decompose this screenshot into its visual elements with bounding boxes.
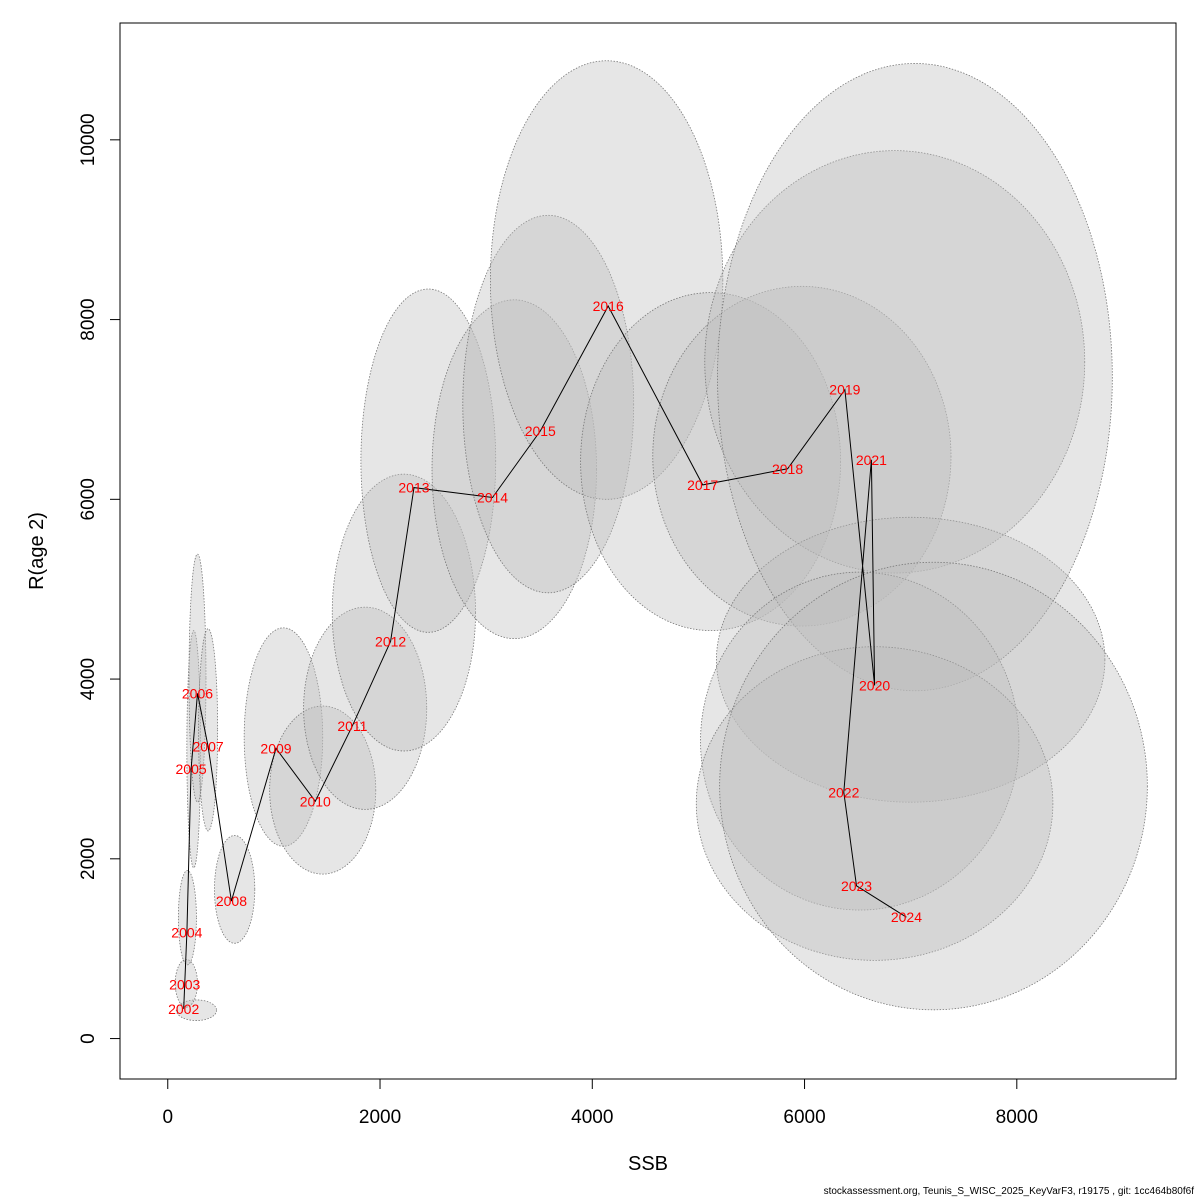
x-tick-label: 2000 — [359, 1107, 401, 1128]
x-tick-label: 4000 — [571, 1107, 613, 1128]
uncertainty-ellipse-2015 — [462, 214, 635, 594]
x-axis: 0 2000 4000 6000 8000 — [162, 1078, 1038, 1128]
uncertainty-ellipse-2023 — [695, 646, 1054, 961]
uncertainty-ellipse-2024 — [719, 561, 1148, 1011]
y-axis: 0 2000 4000 6000 8000 10000 — [78, 113, 121, 1044]
uncertainty-ellipse-2010 — [269, 705, 377, 875]
year-label-2008: 2008 — [216, 893, 247, 909]
year-label-2018: 2018 — [772, 461, 803, 477]
uncertainty-regions — [174, 60, 1148, 1021]
y-tick-label: 8000 — [78, 298, 99, 340]
uncertainty-ellipse-2002 — [175, 999, 217, 1021]
y-tick-label: 4000 — [78, 658, 99, 700]
y-tick-label: 6000 — [78, 478, 99, 520]
year-label-2011: 2011 — [337, 718, 367, 734]
uncertainty-ellipse-2021 — [717, 63, 1113, 692]
x-axis-title: SSB — [628, 1153, 668, 1175]
trajectory-line-group — [183, 305, 907, 1009]
year-label-2023: 2023 — [841, 878, 872, 894]
y-axis-title: R(age 2) — [26, 512, 48, 590]
uncertainty-ellipse-2016 — [489, 60, 724, 500]
year-label-2017: 2017 — [687, 477, 718, 493]
year-label-2022: 2022 — [828, 784, 859, 800]
year-label-2019: 2019 — [829, 382, 860, 398]
year-label-2009: 2009 — [260, 740, 291, 756]
year-label-2021: 2021 — [856, 452, 887, 468]
year-label-2003: 2003 — [169, 977, 200, 993]
y-tick-label: 2000 — [78, 838, 99, 880]
uncertainty-ellipse-2014 — [431, 299, 597, 640]
uncertainty-ellipse-2019 — [704, 150, 1086, 574]
year-label-2007: 2007 — [193, 738, 224, 754]
uncertainty-ellipse-2007 — [198, 628, 219, 832]
footer-credit: stockassessment.org, Teunis_S_WISC_2025_… — [823, 1186, 1194, 1197]
x-tick-label: 6000 — [783, 1107, 825, 1128]
y-tick-label: 10000 — [78, 113, 99, 166]
year-label-2002: 2002 — [168, 1001, 199, 1017]
uncertainty-ellipse-2011 — [303, 606, 428, 810]
year-label-2006: 2006 — [182, 685, 213, 701]
year-label-2010: 2010 — [300, 793, 331, 809]
x-tick-label: 8000 — [996, 1107, 1038, 1128]
year-label-2005: 2005 — [176, 761, 207, 777]
year-label-2024: 2024 — [891, 909, 922, 925]
trajectory-line — [183, 305, 907, 1009]
uncertainty-ellipse-2020 — [716, 516, 1106, 803]
year-labels: 2002 2003 2004 2005 2006 2007 2008 2009 2010 2011… — [168, 298, 922, 1017]
year-label-2015: 2015 — [525, 423, 556, 439]
x-tick-label: 0 — [162, 1107, 173, 1128]
year-label-2004: 2004 — [171, 925, 202, 941]
year-label-2016: 2016 — [593, 298, 624, 314]
year-label-2020: 2020 — [859, 677, 890, 693]
uncertainty-ellipse-2012 — [331, 473, 476, 752]
uncertainty-ellipse-2022 — [700, 571, 1020, 911]
uncertainty-ellipse-2013 — [360, 288, 497, 633]
year-label-2014: 2014 — [477, 490, 508, 506]
uncertainty-ellipse-2018 — [652, 285, 952, 627]
y-tick-label: 0 — [78, 1033, 99, 1044]
year-label-2012: 2012 — [375, 633, 406, 649]
uncertainty-ellipse-2003 — [174, 959, 198, 1008]
year-label-2013: 2013 — [398, 480, 429, 496]
